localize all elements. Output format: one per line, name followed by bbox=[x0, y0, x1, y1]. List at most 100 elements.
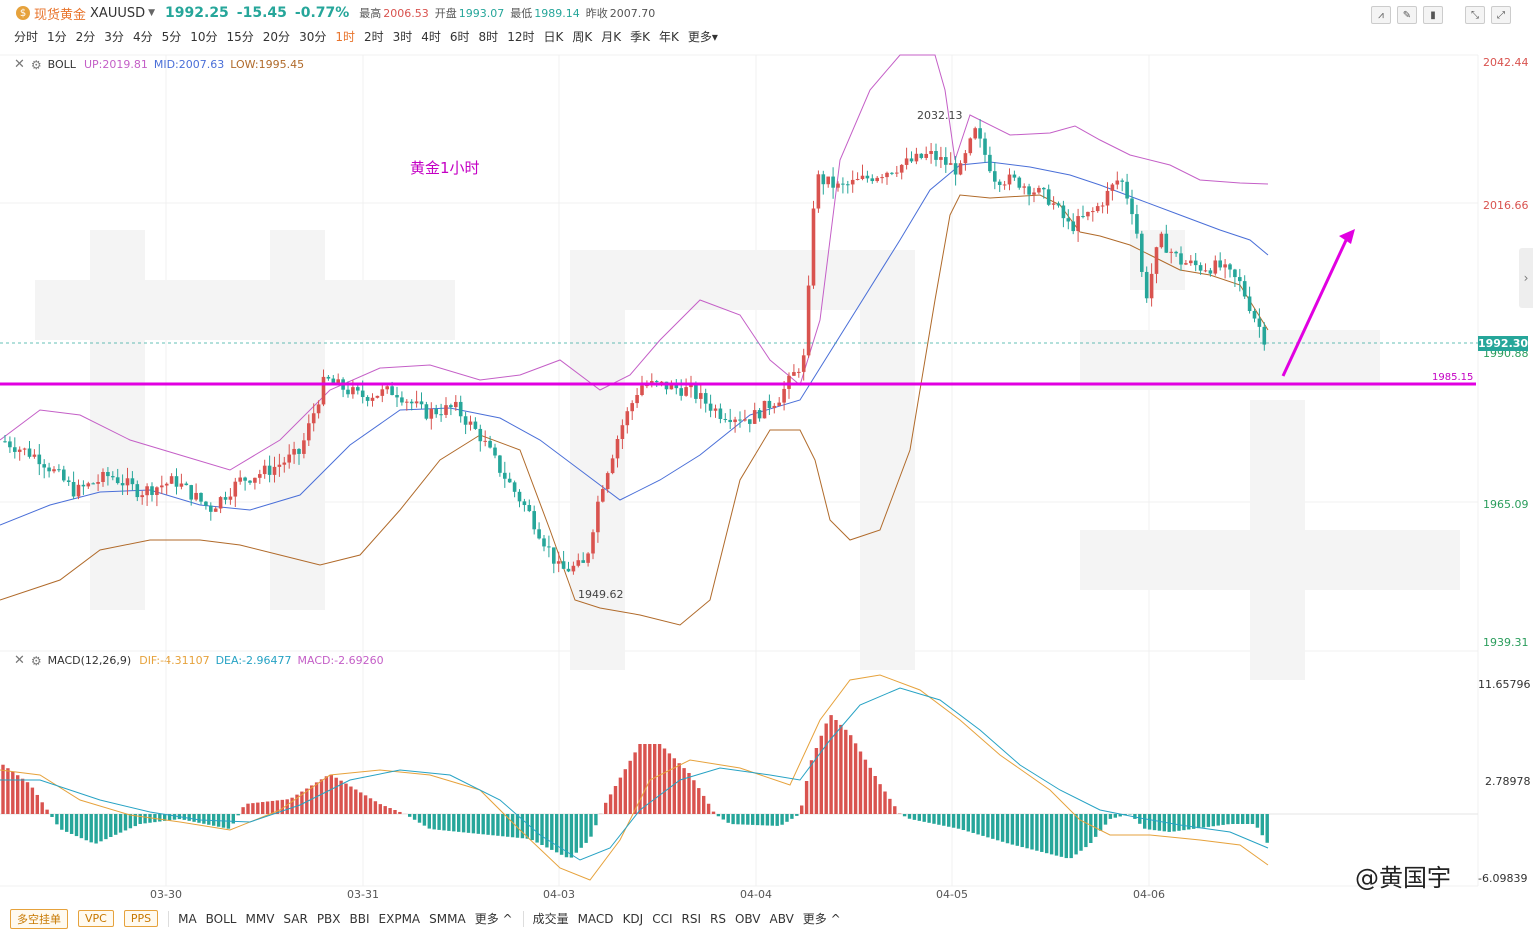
main-indicator-item[interactable]: SMMA bbox=[429, 911, 466, 926]
collapse-icon[interactable]: ⤡ bbox=[1465, 6, 1485, 24]
period-tab[interactable]: 2分 bbox=[75, 30, 96, 44]
period-tab[interactable]: 20分 bbox=[262, 30, 291, 44]
candle-body bbox=[96, 481, 100, 484]
candle-body bbox=[571, 565, 576, 572]
instrument-name[interactable]: 现货黄金 bbox=[34, 7, 87, 23]
sub-indicator-item[interactable]: 成交量 bbox=[532, 912, 569, 926]
candle-body bbox=[1208, 270, 1213, 274]
main-indicator-item[interactable]: SAR bbox=[283, 911, 308, 926]
main-indicator-item[interactable]: MMV bbox=[245, 911, 275, 926]
macd-bar bbox=[574, 814, 578, 853]
sub-indicator-item[interactable]: MACD bbox=[577, 911, 614, 926]
period-tab[interactable]: 2时 bbox=[363, 30, 384, 44]
candle-body bbox=[669, 384, 674, 390]
macd-bar bbox=[540, 814, 544, 845]
sub-indicator-item[interactable]: ABV bbox=[769, 911, 794, 926]
candle-body bbox=[375, 395, 380, 398]
candle-body bbox=[1154, 247, 1159, 274]
sub-indicator-item[interactable]: KDJ bbox=[622, 911, 644, 926]
candle-body bbox=[738, 419, 742, 421]
macd-bar bbox=[976, 814, 980, 835]
period-tab[interactable]: 8时 bbox=[478, 30, 499, 44]
candle-body bbox=[689, 384, 693, 388]
macd-bar bbox=[775, 814, 779, 826]
period-tab[interactable]: 年K bbox=[658, 30, 679, 44]
candle-body bbox=[1120, 180, 1124, 182]
date-label: 03-30 bbox=[150, 888, 182, 901]
period-tab[interactable]: 4时 bbox=[421, 30, 441, 44]
main-indicator-item[interactable]: EXPMA bbox=[378, 911, 421, 926]
footer-button[interactable]: PPS bbox=[123, 910, 159, 927]
candle-body bbox=[424, 404, 429, 419]
candle-body bbox=[169, 476, 174, 484]
period-tab[interactable]: 3分 bbox=[104, 30, 124, 44]
macd-bar bbox=[559, 814, 564, 855]
candle-body bbox=[160, 485, 164, 488]
candle-body bbox=[1125, 181, 1129, 199]
sub-indicator-item[interactable]: RSI bbox=[681, 911, 702, 926]
candle-style-icon[interactable]: ▮ bbox=[1423, 6, 1443, 24]
chevron-right-icon[interactable]: › bbox=[1519, 248, 1533, 308]
gear-icon[interactable]: ⚙ bbox=[30, 653, 42, 668]
candle-body bbox=[356, 387, 360, 391]
candle-body bbox=[699, 393, 703, 399]
main-indicator-item[interactable]: PBX bbox=[316, 911, 341, 926]
period-tab[interactable]: 15分 bbox=[226, 30, 254, 44]
macd-bar bbox=[177, 814, 182, 820]
period-tab[interactable]: 季K bbox=[630, 30, 650, 44]
macd-bar bbox=[79, 814, 84, 839]
instrument-symbol[interactable]: XAUUSD bbox=[90, 5, 146, 21]
sub-indicator-item[interactable]: RS bbox=[710, 911, 726, 926]
period-tab[interactable]: 3时 bbox=[392, 30, 413, 44]
main-indicator-item[interactable]: BOLL bbox=[205, 911, 237, 926]
line-chart-icon[interactable]: ⩘ bbox=[1371, 6, 1391, 24]
candle-body bbox=[816, 174, 821, 209]
macd-bar bbox=[1084, 814, 1088, 848]
period-tab[interactable]: 4分 bbox=[132, 30, 153, 44]
period-tab[interactable]: 30分 bbox=[299, 30, 327, 44]
gear-icon[interactable]: ⚙ bbox=[30, 57, 42, 72]
main-indicator-item[interactable]: 更多 ^ bbox=[474, 912, 513, 926]
period-tab[interactable]: 1分 bbox=[47, 30, 67, 44]
period-tab[interactable]: 10分 bbox=[190, 30, 218, 44]
period-tab[interactable]: 1时 bbox=[335, 30, 355, 44]
period-tab[interactable]: 12时 bbox=[507, 30, 535, 44]
footer-button[interactable]: 多空挂单 bbox=[10, 908, 68, 929]
macd-bar bbox=[1196, 814, 1201, 829]
close-icon[interactable]: ✕ bbox=[14, 57, 25, 72]
period-tab[interactable]: 分时 bbox=[14, 30, 39, 44]
candle-body bbox=[566, 568, 571, 572]
draw-pen-icon[interactable]: ✎ bbox=[1397, 6, 1417, 24]
sub-indicator-item[interactable]: 更多 ^ bbox=[802, 912, 841, 926]
period-tab[interactable]: 6时 bbox=[449, 30, 470, 44]
macd-bar bbox=[481, 814, 485, 835]
main-indicator-item[interactable]: BBI bbox=[349, 911, 370, 926]
main-indicator-item[interactable]: MA bbox=[178, 911, 197, 926]
close-icon[interactable]: ✕ bbox=[14, 653, 25, 668]
fullscreen-icon[interactable]: ⤢ bbox=[1491, 6, 1511, 24]
macd-bar bbox=[236, 814, 240, 816]
candle-body bbox=[1257, 318, 1262, 327]
sub-indicator-item[interactable]: CCI bbox=[652, 911, 673, 926]
chevron-down-icon[interactable]: ▼ bbox=[148, 8, 156, 18]
period-tab[interactable]: 5分 bbox=[161, 30, 182, 44]
sub-indicator-item[interactable]: OBV bbox=[734, 911, 761, 926]
macd-bar bbox=[1123, 814, 1127, 816]
price-change-pct: -0.77% bbox=[294, 5, 350, 21]
author-watermark: @黄国宇 bbox=[1355, 864, 1451, 892]
period-tab[interactable]: 月K bbox=[601, 30, 622, 44]
period-tab[interactable]: 日K bbox=[543, 30, 564, 44]
candle-body bbox=[449, 405, 453, 408]
macd-bar bbox=[231, 814, 235, 824]
candle-body bbox=[1228, 264, 1232, 270]
candle-body bbox=[37, 454, 42, 465]
axis-price-4: 1965.09 bbox=[1483, 498, 1529, 511]
period-tab[interactable]: 更多▾ bbox=[687, 30, 718, 44]
candle-body bbox=[674, 384, 679, 389]
footer-button[interactable]: VPC bbox=[78, 910, 114, 927]
macd-bar bbox=[290, 797, 294, 814]
macd-bar bbox=[437, 814, 441, 830]
candle-body bbox=[635, 395, 639, 404]
period-tab[interactable]: 周K bbox=[572, 30, 593, 44]
